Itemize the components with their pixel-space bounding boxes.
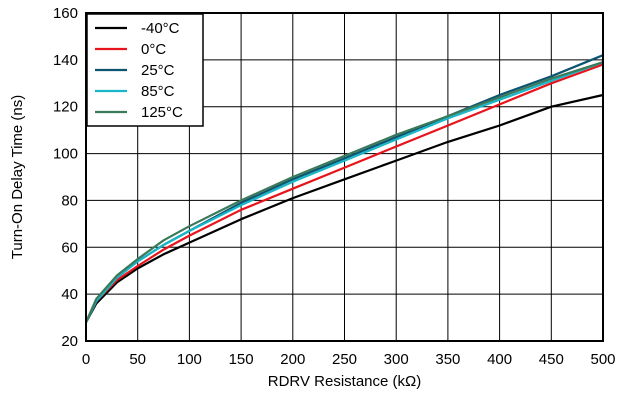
legend-label: -40°C xyxy=(141,20,180,37)
series-lines xyxy=(84,54,604,323)
x-tick-label: 450 xyxy=(539,351,564,368)
x-tick-label: 400 xyxy=(487,351,512,368)
y-tick-label: 80 xyxy=(61,192,78,209)
y-tick-label: 20 xyxy=(61,333,78,350)
series-line-1 xyxy=(85,63,604,323)
plot-frame xyxy=(85,12,604,342)
x-tick-label: 350 xyxy=(435,351,460,368)
y-tick-labels: 20 40 60 80 100 120 140 160 xyxy=(53,5,78,350)
series-line-0 xyxy=(85,93,604,323)
y-tick-label: 160 xyxy=(53,5,78,22)
legend: -40°C 0°C 25°C 85°C 125°C xyxy=(86,13,204,127)
x-tick-label: 50 xyxy=(129,351,146,368)
y-tick-label: 40 xyxy=(61,286,78,303)
y-axis-label: Turn-On Delay Time (ns) xyxy=(9,95,26,259)
x-tick-label: 100 xyxy=(177,351,202,368)
x-tick-label: 0 xyxy=(82,351,90,368)
legend-label: 25°C xyxy=(141,62,175,79)
x-tick-label: 500 xyxy=(590,351,615,368)
y-tick-label: 140 xyxy=(53,52,78,69)
x-tick-label: 200 xyxy=(280,351,305,368)
x-tick-labels: 0 50 100 150 200 250 300 350 400 450 500 xyxy=(82,351,616,368)
series-line-3 xyxy=(85,61,604,323)
series-line-4 xyxy=(84,61,604,323)
legend-label: 125°C xyxy=(141,104,183,121)
y-tick-label: 60 xyxy=(61,239,78,256)
legend-label: 85°C xyxy=(141,83,175,100)
grid xyxy=(86,13,603,341)
x-tick-label: 300 xyxy=(384,351,409,368)
x-axis-label: RDRV Resistance (kΩ) xyxy=(268,373,421,390)
x-tick-label: 250 xyxy=(332,351,357,368)
x-tick-label: 150 xyxy=(229,351,254,368)
y-tick-label: 120 xyxy=(53,99,78,116)
y-tick-label: 100 xyxy=(53,146,78,163)
legend-label: 0°C xyxy=(141,41,166,58)
